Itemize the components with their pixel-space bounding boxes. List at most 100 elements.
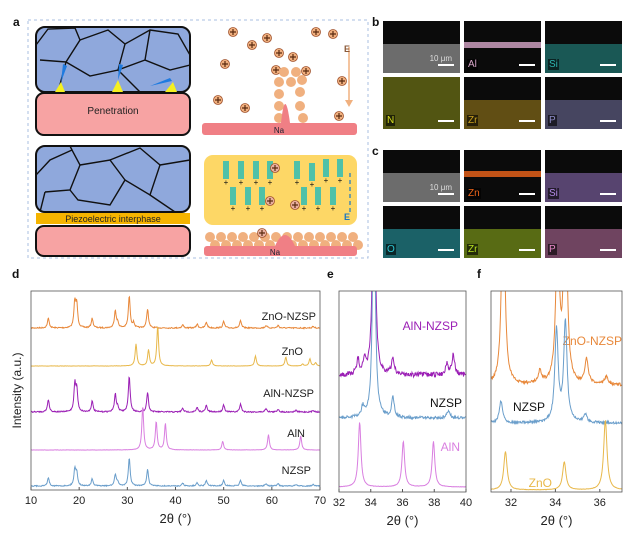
dendrite-icon [281, 104, 290, 123]
x-tick-label: 40 [169, 495, 181, 507]
element-label: Si [548, 59, 559, 70]
x-axis-label: 2θ (°) [541, 513, 573, 528]
series-label: ZnO [282, 346, 304, 358]
x-tick-label: 36 [594, 497, 606, 509]
sodium-ion-icon [270, 163, 280, 173]
series-label: NZSP [282, 465, 311, 477]
sodium-metal-bottom [204, 246, 357, 256]
series-label: ZnO-NZSP [563, 334, 622, 348]
svg-text:+: + [260, 204, 265, 213]
series-label: AlN [441, 440, 460, 454]
dipole-icon: + [253, 161, 259, 187]
eds-map-tile: Zr [464, 206, 541, 258]
panel-label-e: e [327, 267, 334, 281]
sodium-ion-icon [240, 103, 250, 113]
scale-bar [438, 120, 454, 122]
electrolyte-grains-bottom [35, 145, 191, 213]
svg-text:+: + [316, 204, 321, 213]
series-line-zno [491, 420, 622, 491]
dipole-icon: + [330, 187, 336, 213]
element-distribution [464, 170, 541, 178]
element-distribution [383, 229, 460, 258]
eds-map-tile: Si [545, 21, 622, 73]
chart-e: AlN-NZSP NZSP AlN 32 34 36 38 40 2θ (°) [333, 290, 472, 528]
sodium-ion-icon [328, 29, 338, 39]
x-tick-label: 32 [333, 497, 345, 509]
element-label: Zn [467, 188, 481, 199]
scale-bar [438, 249, 454, 251]
svg-text:+: + [231, 204, 236, 213]
dipole-icon: + [230, 187, 236, 213]
series-label: ZnO-NZSP [262, 311, 316, 323]
dipole-icon: + [245, 187, 251, 213]
x-tick-label: 38 [428, 497, 440, 509]
panel-label-f: f [477, 267, 481, 281]
svg-text:+: + [224, 178, 229, 187]
series-label: AlN [287, 428, 305, 440]
panel-a-frame [27, 19, 369, 259]
series-line-aln-nzsp [339, 291, 466, 379]
x-tick-label: 50 [218, 495, 230, 507]
series-label: ZnO [529, 476, 552, 490]
svg-text:+: + [295, 178, 300, 187]
eds-map-tile: P [545, 77, 622, 129]
scale-bar [600, 64, 616, 66]
panel-label-a: a [13, 15, 20, 29]
dipole-icon: + [238, 161, 244, 187]
series-line-zno-nzsp [491, 291, 622, 387]
svg-text:+: + [239, 178, 244, 187]
x-tick-label: 34 [365, 497, 377, 509]
sodium-ion-icon [265, 196, 275, 206]
series-line-aln-nzsp [31, 376, 320, 414]
field-label-top: E [344, 44, 350, 54]
dipole-icon: + [301, 187, 307, 213]
eds-map-tile: Zn [464, 150, 541, 202]
x-axis-label: 2θ (°) [387, 513, 419, 528]
x-tick-label: 32 [505, 497, 517, 509]
dipole-icon: + [315, 187, 321, 213]
scale-bar-label: 10 μm [429, 183, 452, 192]
element-label: Zr [467, 244, 479, 255]
svg-text:+: + [324, 176, 329, 185]
sodium-ion-icon [311, 27, 321, 37]
sodium-ion-icon [271, 65, 281, 75]
chart-f: ZnO-NZSP NZSP ZnO 32 34 36 2θ (°) [490, 290, 623, 528]
sodium-ion-icon [290, 200, 300, 210]
eds-map-tile: Zr [464, 77, 541, 129]
sodium-ion-icon [220, 59, 230, 69]
na-label-top: Na [274, 126, 285, 135]
sodium-ion-icon [337, 76, 347, 86]
element-distribution [383, 173, 460, 202]
sodium-ion-icon [274, 48, 284, 58]
svg-text:+: + [338, 176, 343, 185]
series-line-nzsp [31, 458, 320, 488]
x-tick-label: 20 [73, 495, 85, 507]
svg-text:+: + [331, 204, 336, 213]
x-tick-label: 70 [314, 495, 326, 507]
sodium-metal-top [202, 123, 357, 135]
x-tick-label: 60 [266, 495, 278, 507]
field-label-bottom: E [344, 212, 350, 222]
x-tick-label: 36 [396, 497, 408, 509]
eds-map-tile: Si [545, 150, 622, 202]
series-label: NZSP [430, 396, 462, 410]
scale-bar [519, 249, 535, 251]
sodium-ion-icon [288, 52, 298, 62]
sodium-ion-icon [262, 33, 272, 43]
element-label: P [548, 244, 557, 255]
scale-bar [600, 193, 616, 195]
series-label: AlN-NZSP [403, 319, 458, 333]
scale-bar [438, 64, 454, 66]
panel-label-d: d [12, 267, 20, 281]
eds-map-tile: N [383, 77, 460, 129]
scale-bar [519, 120, 535, 122]
element-distribution [383, 44, 460, 73]
dipole-icon: + [259, 187, 265, 213]
panel-label-b: b [372, 15, 380, 29]
sodium-ion-icon [301, 66, 311, 76]
eds-map-tile: Al [464, 21, 541, 73]
element-distribution [464, 41, 541, 49]
panel-a-schematic: Penetration Na E Piezoelectric interphas… [27, 19, 369, 259]
series-line-zno-nzsp [31, 295, 320, 330]
